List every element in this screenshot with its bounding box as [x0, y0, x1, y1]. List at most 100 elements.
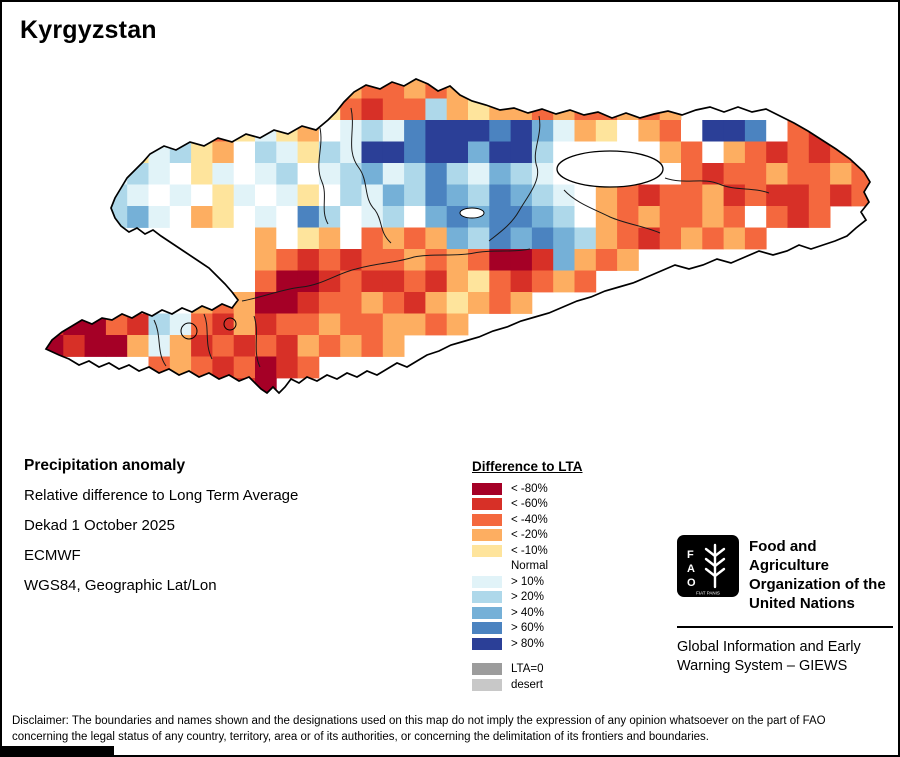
grid-cell: [468, 79, 490, 99]
grid-cell: [531, 141, 554, 164]
grid-cell: [425, 141, 448, 164]
grid-cell: [361, 184, 384, 207]
grid-cell: [191, 206, 213, 228]
grid-cell: [255, 313, 277, 336]
grid-cell: [446, 227, 469, 250]
grid-cell: [404, 120, 426, 142]
grid-cell: [276, 98, 298, 121]
grid-cell: [702, 163, 724, 185]
grid-cell: [255, 356, 277, 379]
grid-cell: [489, 141, 511, 164]
fao-org-line: Organization of the: [749, 576, 886, 593]
grid-cell: [723, 120, 746, 142]
grid-cell: [425, 313, 448, 336]
legend-label: desert: [511, 678, 543, 691]
grid-cell: [808, 206, 831, 228]
grid-cell: [574, 206, 597, 228]
grid-cell: [766, 206, 788, 228]
grid-cell: [553, 249, 575, 271]
grid-cell: [297, 335, 320, 357]
grid-cell: [766, 141, 788, 164]
grid-cell: [169, 98, 192, 121]
grid-cell: [361, 270, 384, 293]
grid-cell: [638, 206, 661, 228]
grid-cell: [340, 313, 362, 336]
grid-cell: [531, 249, 554, 271]
grid-cell: [489, 120, 511, 142]
grid-cell: [851, 184, 870, 207]
grid-cell: [169, 163, 192, 185]
grid-cell: [318, 292, 341, 314]
grid-cell: [148, 163, 171, 185]
grid-cell: [361, 292, 384, 314]
grid-cell: [127, 184, 149, 207]
grid-cell: [702, 227, 724, 250]
legend-swatch: [472, 544, 502, 557]
grid-cell: [425, 270, 448, 293]
grid-cell: [169, 335, 192, 357]
raster-grid: [46, 79, 870, 393]
legend-swatch: [472, 663, 502, 676]
grid-cell: [169, 184, 192, 207]
grid-cell: [212, 141, 235, 164]
grid-cell: [404, 184, 426, 207]
grid-cell: [830, 184, 852, 207]
grid-cell: [382, 79, 405, 99]
grid-cell: [318, 227, 341, 250]
grid-cell: [148, 184, 171, 207]
legend-swatch: [472, 529, 502, 542]
grid-cell: [617, 227, 639, 250]
grid-cell: [255, 335, 277, 357]
grid-cell: [553, 120, 575, 142]
legend-swatch: [472, 591, 502, 604]
legend-entry: < -20%: [472, 528, 583, 544]
grid-cell: [382, 335, 405, 357]
fao-logo-icon: F A O FIAT PANIS: [677, 535, 739, 597]
grid-cell: [425, 227, 448, 250]
grid-cell: [191, 98, 213, 121]
grid-cell: [233, 206, 256, 228]
grid-cell: [489, 292, 511, 314]
grid-cell: [659, 184, 682, 207]
grid-cell: [233, 227, 256, 250]
grid-cell: [446, 313, 469, 336]
grid-cell: [255, 98, 277, 121]
grid-cell: [169, 141, 192, 164]
metadata-line: WGS84, Geographic Lat/Lon: [24, 577, 217, 594]
grid-cell: [361, 163, 384, 185]
legend-label: < -20%: [511, 529, 548, 542]
grid-cell: [617, 184, 639, 207]
grid-cell: [723, 141, 746, 164]
map-metadata: Precipitation anomaly Relative differenc…: [24, 458, 298, 608]
grid-cell: [574, 227, 597, 250]
grid-cell: [744, 141, 767, 164]
grid-cell: [212, 356, 235, 379]
grid-cell: [659, 227, 682, 250]
fao-block: F A O FIAT PANIS Food and Agriculture Or…: [677, 535, 893, 676]
grid-cell: [766, 120, 788, 142]
grid-cell: [744, 184, 767, 207]
grid-cell: [531, 120, 554, 142]
grid-cell: [404, 227, 426, 250]
grid-cell: [553, 206, 575, 228]
grid-cell: [681, 120, 703, 142]
grid-cell: [212, 335, 235, 357]
grid-cell: [702, 120, 724, 142]
precipitation-map: [44, 78, 871, 395]
grid-cell: [595, 184, 618, 207]
grid-cell: [787, 206, 810, 228]
grid-cell: [425, 206, 448, 228]
bottom-edge-bar: [2, 746, 114, 755]
grid-cell: [340, 227, 362, 250]
grid-cell: [255, 249, 277, 271]
grid-cell: [723, 163, 746, 185]
grid-cell: [681, 141, 703, 164]
grid-cell: [425, 163, 448, 185]
legend-label: > 20%: [511, 591, 544, 604]
grid-cell: [318, 163, 341, 185]
grid-cell: [489, 206, 511, 228]
grid-cell: [468, 184, 490, 207]
grid-cell: [318, 206, 341, 228]
grid-cell: [382, 270, 405, 293]
grid-cell: [446, 270, 469, 293]
